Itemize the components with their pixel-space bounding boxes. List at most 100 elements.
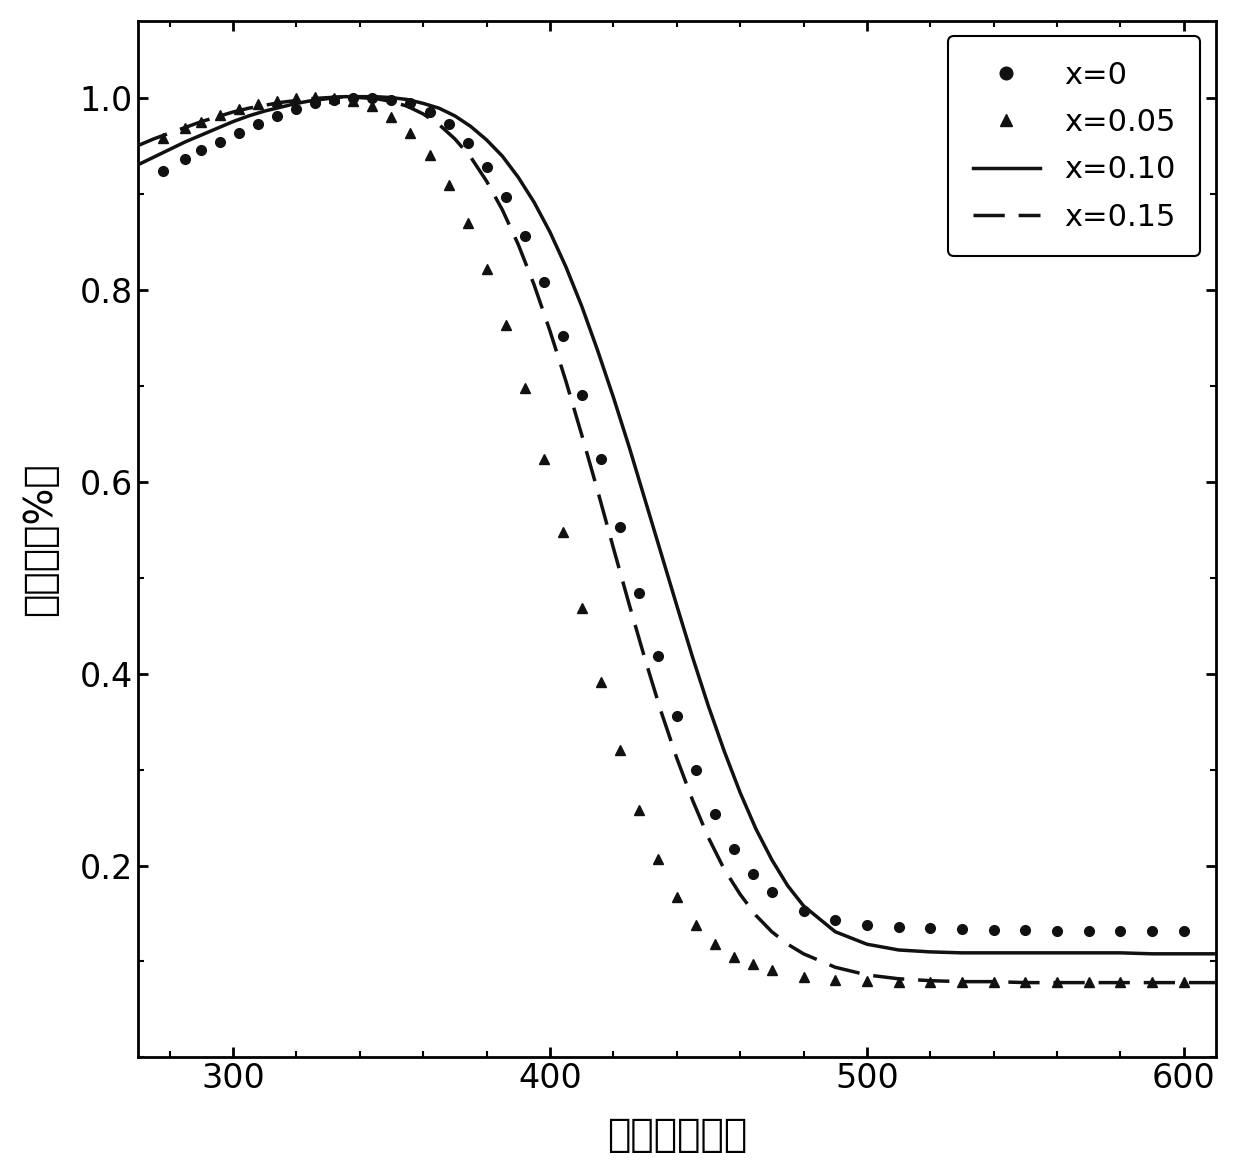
x=0 — [327, 93, 342, 107]
x=0.10 — [637, 492, 652, 506]
x=0.05 — [764, 963, 779, 978]
x=0.05 — [613, 744, 627, 758]
x=0.10 — [1145, 947, 1159, 961]
x=0 — [650, 650, 665, 664]
x=0.05 — [650, 852, 665, 866]
x=0.05 — [727, 949, 742, 964]
x=0 — [346, 90, 361, 105]
x=0.15 — [464, 150, 479, 165]
x=0.05 — [556, 525, 570, 539]
x=0.05 — [670, 891, 684, 905]
x=0 — [892, 920, 906, 934]
x=0.05 — [986, 974, 1001, 988]
x=0.05 — [536, 451, 551, 465]
x=0.10 — [336, 89, 351, 103]
x=0 — [193, 143, 208, 157]
x=0.10 — [828, 925, 843, 939]
x=0.05 — [403, 126, 418, 140]
x=0 — [574, 388, 589, 402]
x=0 — [441, 118, 456, 132]
x=0 — [923, 921, 937, 935]
x=0 — [270, 109, 285, 123]
x=0 — [422, 105, 436, 119]
x=0 — [955, 922, 970, 936]
x=0 — [1145, 924, 1159, 938]
x=0 — [403, 96, 418, 110]
x=0 — [365, 90, 379, 105]
x=0.05 — [232, 102, 247, 116]
x=0 — [796, 904, 811, 918]
x=0 — [707, 806, 722, 820]
x=0.05 — [479, 262, 494, 276]
x=0 — [859, 918, 874, 932]
x=0.05 — [193, 115, 208, 129]
x=0.05 — [156, 130, 171, 145]
x=0.05 — [1081, 974, 1096, 988]
x=0 — [688, 763, 703, 777]
x=0 — [479, 160, 494, 174]
x=0 — [631, 586, 646, 600]
x=0.05 — [1145, 974, 1159, 988]
x=0.05 — [289, 90, 304, 105]
x=0 — [1114, 924, 1128, 938]
x=0.05 — [365, 99, 379, 113]
Line: x=0.10: x=0.10 — [138, 96, 1215, 954]
x=0.05 — [179, 121, 193, 135]
x=0.05 — [498, 318, 513, 333]
x=0 — [670, 709, 684, 723]
x=0.10 — [130, 157, 145, 172]
x=0.05 — [1114, 974, 1128, 988]
Y-axis label: 吸光率（%）: 吸光率（%） — [21, 462, 58, 616]
x=0.05 — [828, 973, 843, 987]
x=0.10 — [146, 150, 161, 165]
x=0 — [828, 913, 843, 927]
x=0 — [1177, 924, 1192, 938]
x=0 — [1018, 922, 1033, 936]
x=0 — [593, 452, 608, 466]
x=0.05 — [892, 974, 906, 988]
x=0.05 — [517, 382, 532, 396]
x=0.15 — [336, 89, 351, 103]
x=0.15 — [1018, 975, 1033, 989]
x=0.05 — [688, 918, 703, 932]
x=0 — [498, 190, 513, 204]
Line: x=0: x=0 — [159, 93, 1189, 935]
x=0.10 — [464, 120, 479, 134]
x=0 — [536, 275, 551, 289]
x=0.05 — [923, 974, 937, 988]
x=0 — [232, 126, 247, 140]
x=0.10 — [717, 744, 732, 758]
x=0.05 — [213, 108, 228, 122]
x=0 — [517, 229, 532, 243]
x=0.10 — [1208, 947, 1223, 961]
x=0 — [308, 96, 322, 110]
x=0 — [289, 102, 304, 116]
x=0.05 — [384, 109, 399, 123]
x=0 — [460, 135, 475, 149]
x=0.05 — [460, 216, 475, 230]
x=0.05 — [955, 974, 970, 988]
x=0 — [727, 842, 742, 857]
x=0.15 — [637, 652, 652, 666]
X-axis label: 波长（纳米）: 波长（纳米） — [606, 1116, 746, 1154]
x=0 — [764, 885, 779, 899]
x=0.05 — [1018, 974, 1033, 988]
x=0.05 — [327, 90, 342, 105]
x=0.05 — [270, 94, 285, 108]
x=0.05 — [631, 803, 646, 817]
x=0.05 — [745, 958, 760, 972]
x=0 — [179, 152, 193, 166]
x=0.05 — [1049, 974, 1064, 988]
Legend: x=0, x=0.05, x=0.10, x=0.15: x=0, x=0.05, x=0.10, x=0.15 — [949, 36, 1200, 256]
x=0 — [1049, 924, 1064, 938]
x=0 — [613, 519, 627, 533]
x=0 — [156, 163, 171, 177]
x=0.05 — [593, 676, 608, 690]
x=0.05 — [574, 602, 589, 616]
x=0 — [556, 329, 570, 343]
Line: x=0.15: x=0.15 — [138, 96, 1215, 982]
x=0 — [745, 867, 760, 881]
x=0.05 — [250, 98, 265, 112]
x=0.05 — [859, 974, 874, 988]
x=0.05 — [422, 148, 436, 162]
